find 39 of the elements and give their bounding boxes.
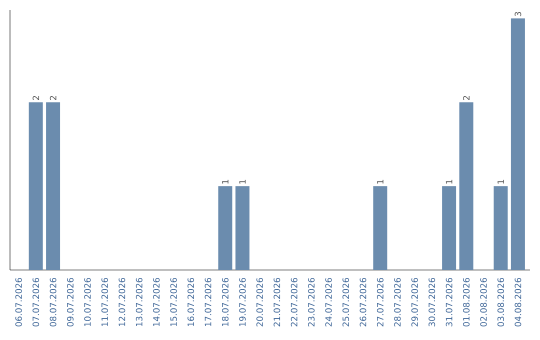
data-label: 1 [377,180,384,184]
x-tick-label: 08.07.2026 [50,278,56,326]
x-tick-label: 23.07.2026 [308,278,315,326]
x-tick-label: 28.07.2026 [394,278,401,326]
x-tick-label: 04.08.2026 [514,278,522,326]
x-tick-label: 25.07.2026 [342,278,350,326]
x-tick-label: 10.07.2026 [84,278,91,326]
x-tick-label: 30.07.2026 [428,278,436,326]
x-tick-label: 19.07.2026 [239,278,246,326]
x-tick-label: 01.08.2026 [463,278,470,326]
x-tick-label: 11.07.2026 [101,278,108,326]
x-tick-label: 24.07.2026 [325,278,332,326]
x-tick-label: 14.07.2026 [153,278,160,326]
data-label: 1 [222,180,228,184]
data-label: 1 [446,180,452,184]
x-tick-label: 07.07.2026 [32,278,40,326]
data-label: 3 [514,12,522,16]
data-label: 1 [239,180,246,184]
x-tick-label: 26.07.2026 [360,278,366,326]
x-tick-label: 17.07.2026 [204,278,212,326]
x-tick-label: 03.08.2026 [497,278,504,326]
x-tick-label: 22.07.2026 [290,278,298,326]
data-label: 2 [32,96,40,100]
x-tick-label: 18.07.2026 [222,278,229,326]
data-label: 1 [498,180,504,184]
x-tick-label: 29.07.2026 [411,278,418,326]
x-tick-label: 27.07.2026 [376,278,384,326]
x-tick-label: 16.07.2026 [188,278,194,326]
x-tick-label: 12.07.2026 [118,278,126,326]
x-tick-label: 02.08.2026 [480,278,487,326]
x-tick-label: 09.07.2026 [67,278,74,326]
x-tick-label: 20.07.2026 [256,278,263,326]
x-tick-label: 15.07.2026 [170,278,177,326]
x-tick-label: 31.07.2026 [446,278,452,326]
x-tick-label: 13.07.2026 [136,278,142,326]
data-label: 2 [463,96,470,100]
data-label: 2 [50,96,56,100]
x-tick-label: 21.07.2026 [274,278,280,326]
x-tick-label: 06.07.2026 [15,278,22,326]
